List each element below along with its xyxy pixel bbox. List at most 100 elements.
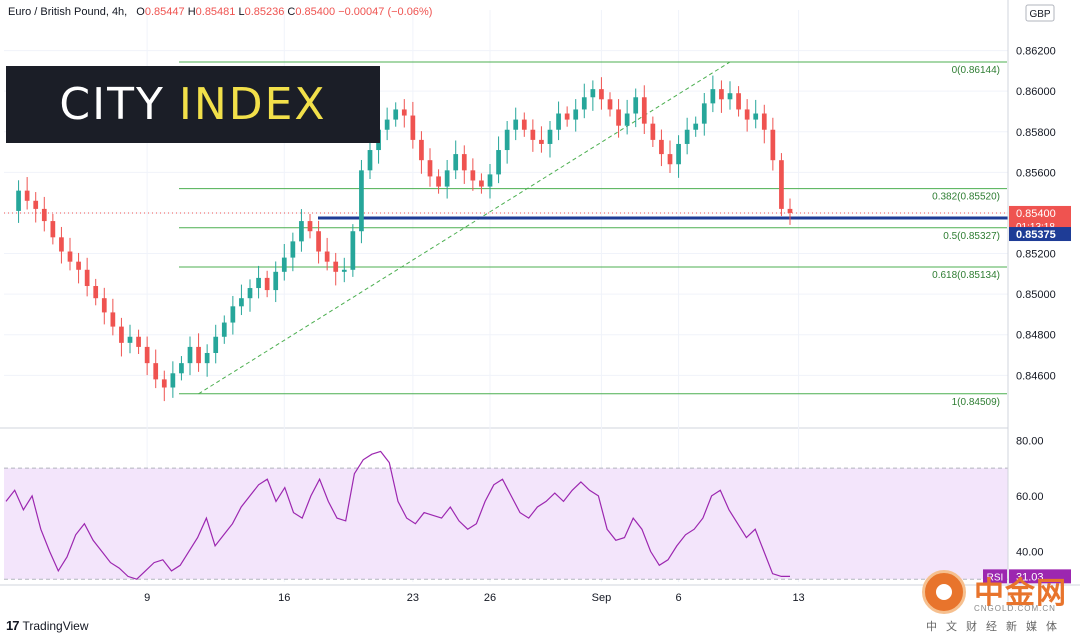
high-value: 0.85481: [195, 6, 236, 18]
candle-body: [530, 129, 536, 140]
fib-level-label: 0.382(0.85520): [932, 192, 1000, 203]
candle-body: [213, 336, 219, 353]
symbol-title[interactable]: Euro / British Pound, 4h,: [8, 6, 128, 18]
rsi-panel: [5, 450, 790, 580]
time-tick-label: 6: [676, 592, 682, 604]
candle-body: [290, 241, 296, 258]
candle-body: [59, 237, 64, 252]
candle-body: [367, 150, 373, 171]
candle-body: [779, 160, 784, 209]
cngold-logo-icon: [922, 570, 966, 614]
price-tick-label: 0.84600: [1016, 370, 1056, 382]
time-tick-label: 23: [407, 592, 419, 604]
cngold-url: CNGOLD.COM.CN: [974, 604, 1056, 613]
candle-body: [67, 251, 73, 262]
currency-label: GBP: [1029, 9, 1050, 20]
candle-body: [633, 97, 639, 114]
candle-body: [427, 160, 433, 177]
candle-body: [727, 93, 733, 100]
candle-body: [659, 139, 664, 155]
candle-body: [693, 123, 699, 130]
candle-body: [444, 170, 450, 187]
candle-body: [650, 123, 656, 140]
tradingview-label: TradingView: [22, 618, 89, 633]
candle-body: [204, 352, 210, 364]
logo-index: INDEX: [178, 79, 327, 130]
cngold-watermark: 中金网 CNGOLD.COM.CN 中文财经新媒体: [918, 566, 1076, 636]
candle-body: [16, 190, 21, 211]
candle-body: [341, 269, 347, 272]
candle-body: [641, 97, 647, 124]
tradingview-brand[interactable]: 17 TradingView: [6, 618, 89, 633]
candle-body: [256, 277, 261, 289]
candle-body: [453, 154, 459, 171]
candle-body: [239, 298, 244, 307]
candle-body: [513, 119, 519, 130]
currency-badge: [1025, 4, 1055, 22]
price-tick-label: 0.85000: [1016, 289, 1056, 301]
candle-body: [170, 373, 176, 388]
support-price-badge: [1009, 227, 1071, 242]
candle-body: [710, 89, 716, 104]
candle-body: [101, 298, 107, 313]
candle-body: [50, 221, 56, 238]
candle-body: [324, 251, 330, 262]
candle-body: [436, 176, 441, 187]
high-label: H: [187, 6, 196, 18]
candle-body: [787, 208, 793, 213]
rsi-name-badge: [983, 569, 1007, 584]
fib-level-label: 1(0.84509): [952, 397, 1000, 408]
candle-body: [684, 129, 690, 144]
candle-body: [487, 174, 493, 187]
candle-body: [470, 170, 476, 181]
price-tick-label: 0.85600: [1016, 167, 1056, 179]
price-tick-label: 0.85800: [1016, 127, 1056, 139]
candle-body: [153, 363, 159, 380]
time-tick-label: 26: [484, 592, 496, 604]
candle-body: [384, 119, 390, 130]
support-price-label: 0.85375: [1016, 229, 1056, 241]
last-price-label: 0.85400: [1016, 208, 1056, 220]
candle-body: [770, 129, 776, 161]
time-tick-label: 13: [792, 592, 804, 604]
city-index-logo: CITY INDEX: [6, 66, 380, 143]
tradingview-icon: 17: [6, 618, 20, 633]
candle-body: [333, 261, 339, 272]
candle-body: [179, 363, 184, 374]
candle-body: [676, 143, 681, 165]
candle-body: [719, 89, 724, 100]
candle-body: [701, 103, 707, 124]
candle-body: [273, 271, 279, 291]
candle-body: [299, 221, 304, 242]
candle-body: [136, 336, 141, 347]
price-tick-label: 0.84800: [1016, 330, 1056, 342]
rsi-tick-label: 40.00: [1016, 546, 1044, 558]
candle-body: [187, 346, 193, 364]
time-tick-label: 16: [278, 592, 290, 604]
candle-body: [359, 170, 364, 232]
candle-body: [144, 346, 150, 364]
open-value: 0.85447: [144, 6, 185, 18]
rsi-tick-label: 60.00: [1016, 491, 1044, 503]
candle-body: [221, 322, 227, 337]
candle-body: [624, 113, 630, 126]
symbol-header: Euro / British Pound, 4h, O0.85447 H0.85…: [8, 6, 432, 18]
low-value: 0.85236: [244, 6, 285, 18]
candle-body: [33, 200, 39, 209]
candle-body: [76, 261, 81, 270]
candle-body: [590, 89, 596, 98]
candle-body: [599, 89, 604, 100]
candle-body: [307, 221, 313, 232]
candle-body: [573, 109, 579, 120]
candle-body: [410, 115, 416, 140]
change-value: −0.00047 (−0.06%): [338, 6, 433, 18]
candle-body: [316, 231, 321, 252]
fibonacci-retracement[interactable]: 0(0.86144) 0.382(0.85520) 0.5(0.85327) 0.61…: [179, 61, 1008, 408]
rsi-value-label: 31.03: [1016, 571, 1044, 583]
price-tick-label: 0.86200: [1016, 46, 1056, 58]
price-tick-label: 0.85200: [1016, 249, 1056, 261]
candle-body: [93, 286, 99, 299]
price-axis[interactable]: 0.84600 0.84800 0.85000 0.85200 0.85400 0.856…: [144, 0, 1071, 610]
rsi-line: [5, 450, 790, 580]
